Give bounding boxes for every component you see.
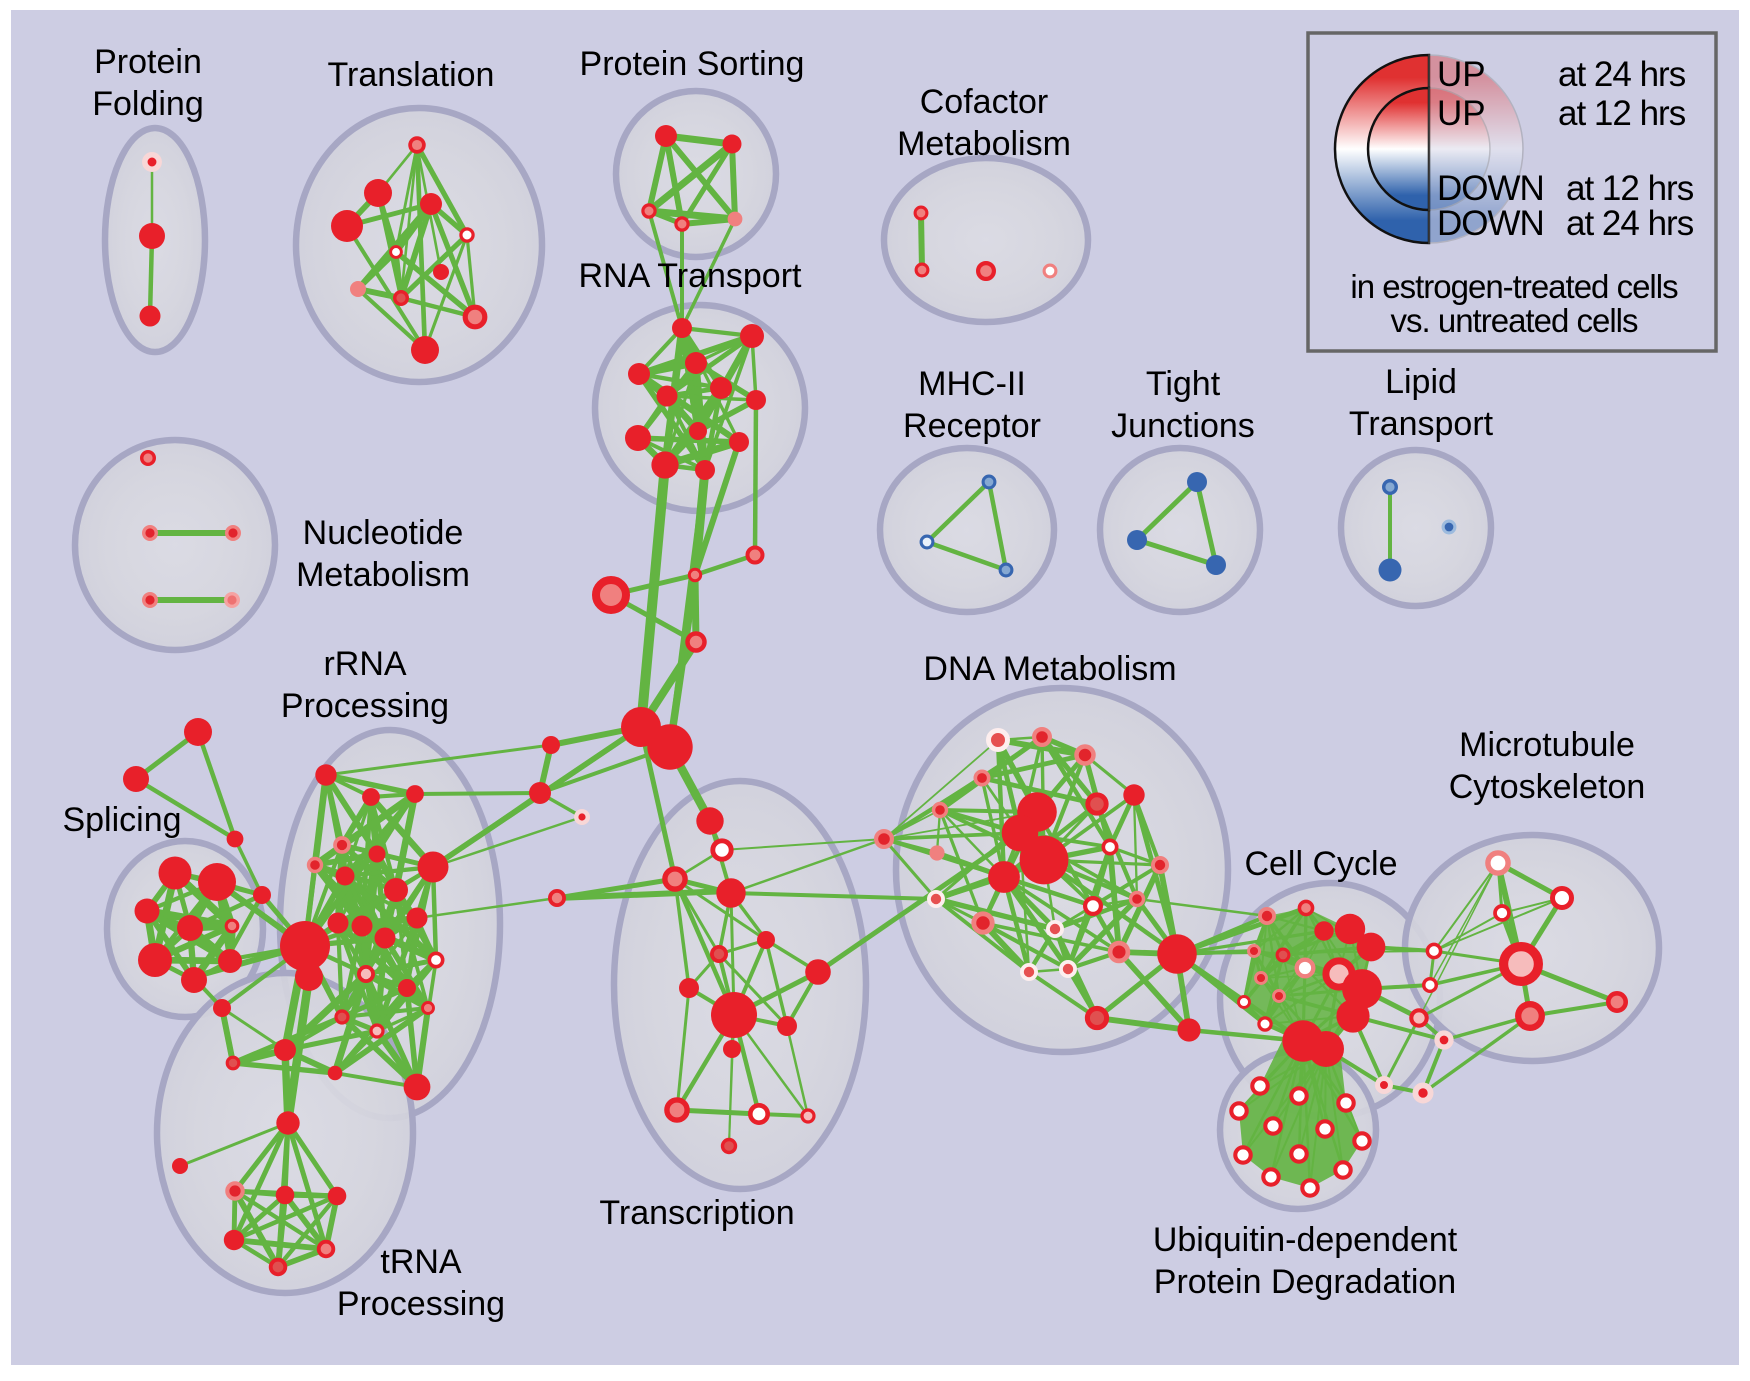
svg-text:Processing: Processing xyxy=(337,1285,505,1323)
svg-text:Receptor: Receptor xyxy=(903,407,1041,445)
svg-text:Processing: Processing xyxy=(281,687,449,725)
svg-text:vs. untreated cells: vs. untreated cells xyxy=(1391,302,1638,339)
svg-text:Protein: Protein xyxy=(94,43,202,81)
svg-text:DNA Metabolism: DNA Metabolism xyxy=(923,650,1176,688)
svg-text:Protein Degradation: Protein Degradation xyxy=(1154,1263,1456,1301)
svg-text:Ubiquitin-dependent: Ubiquitin-dependent xyxy=(1153,1221,1458,1259)
svg-text:Nucleotide: Nucleotide xyxy=(303,514,464,552)
svg-text:UP: UP xyxy=(1437,55,1486,94)
svg-text:MHC-II: MHC-II xyxy=(918,365,1026,403)
svg-text:at 12 hrs: at 12 hrs xyxy=(1558,94,1686,133)
svg-text:RNA Transport: RNA Transport xyxy=(579,257,803,295)
svg-text:Transport: Transport xyxy=(1349,405,1494,443)
svg-text:at 24 hrs: at 24 hrs xyxy=(1566,204,1694,243)
svg-text:at 12 hrs: at 12 hrs xyxy=(1566,169,1694,208)
svg-text:Lipid: Lipid xyxy=(1385,363,1457,401)
svg-text:UP: UP xyxy=(1437,94,1486,133)
svg-text:Metabolism: Metabolism xyxy=(296,556,470,594)
svg-text:Microtubule: Microtubule xyxy=(1459,726,1635,764)
svg-text:rRNA: rRNA xyxy=(323,645,406,683)
svg-text:Splicing: Splicing xyxy=(62,801,181,839)
svg-text:Folding: Folding xyxy=(92,85,204,123)
svg-text:DOWN: DOWN xyxy=(1437,169,1544,208)
svg-text:in estrogen-treated cells: in estrogen-treated cells xyxy=(1350,268,1678,305)
svg-text:tRNA: tRNA xyxy=(380,1243,462,1281)
svg-text:Translation: Translation xyxy=(328,56,495,94)
svg-text:Cytoskeleton: Cytoskeleton xyxy=(1449,768,1646,806)
svg-text:Junctions: Junctions xyxy=(1111,407,1255,445)
svg-text:Transcription: Transcription xyxy=(599,1194,794,1232)
svg-text:at 24 hrs: at 24 hrs xyxy=(1558,55,1686,94)
svg-text:Tight: Tight xyxy=(1146,365,1221,403)
svg-text:DOWN: DOWN xyxy=(1437,204,1544,243)
svg-text:Metabolism: Metabolism xyxy=(897,125,1071,163)
svg-text:Cell Cycle: Cell Cycle xyxy=(1244,845,1397,883)
svg-text:Cofactor: Cofactor xyxy=(920,83,1049,121)
svg-text:Protein Sorting: Protein Sorting xyxy=(580,45,805,83)
